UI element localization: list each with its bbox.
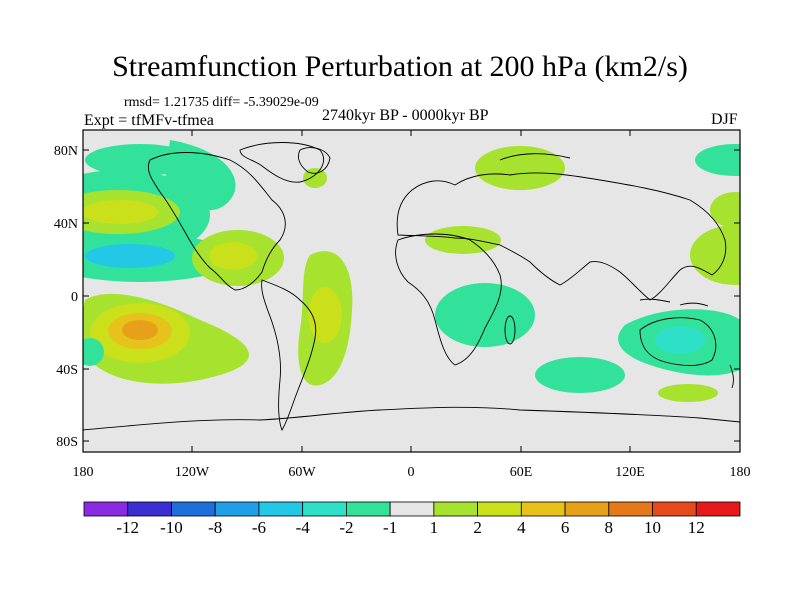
colorbar-swatch <box>433 501 478 517</box>
coastlines <box>83 142 740 432</box>
season-label: DJF <box>711 111 738 128</box>
period-line: 2740kyr BP - 0000kyr BP <box>322 107 489 124</box>
x-label-180w: 180 <box>73 465 94 480</box>
colorbar-swatch <box>520 501 566 517</box>
x-label-60e: 60E <box>510 465 533 480</box>
y-label-80s: 80S <box>56 435 78 450</box>
x-label-180e: 180 <box>730 465 751 480</box>
experiment-line: Expt = tfMFv-tfmea <box>84 112 214 129</box>
colorbar-label: -12 <box>116 518 139 537</box>
field-arctic-east-neg <box>695 144 740 176</box>
colorbar-swatch <box>214 501 260 517</box>
colorbar-label: 2 <box>473 518 482 537</box>
colorbar-label: -2 <box>339 518 353 537</box>
colorbar-swatch <box>564 501 610 517</box>
y-label-eq: 0 <box>71 290 78 305</box>
field-subtrop-core <box>85 244 175 268</box>
field-arctic-pos <box>475 146 565 190</box>
colorbar-swatch <box>171 501 216 517</box>
field-australia-core <box>655 326 705 354</box>
field-nafrica-pos <box>425 226 501 254</box>
colorbar-swatch <box>83 501 129 517</box>
colorbar-label: 10 <box>644 518 661 537</box>
colorbar-label: 8 <box>605 518 614 537</box>
field-greenland-pos <box>303 168 327 188</box>
anomaly-fields <box>83 140 740 402</box>
x-ticks <box>82 130 741 452</box>
field-npac-core <box>83 200 158 224</box>
y-label-40n: 40N <box>54 217 78 232</box>
colorbar-label: -8 <box>208 518 222 537</box>
colorbar-swatch <box>389 501 435 517</box>
colorbar-label: 12 <box>688 518 705 537</box>
field-westpac-pos <box>690 225 740 285</box>
field-sAus-pos <box>658 384 718 402</box>
colorbar-label: 6 <box>561 518 570 537</box>
colorbar-labels: -12 -10 -8 -6 -4 -2 -1 1 2 4 6 8 10 12 <box>116 518 704 537</box>
colorbar-swatch <box>608 501 653 517</box>
x-label-120w: 120W <box>175 465 210 480</box>
field-southern-neg <box>535 357 625 393</box>
field-indian-neg <box>435 283 535 347</box>
y-label-40s: 40S <box>56 363 78 378</box>
colorbar-label: 4 <box>517 518 526 537</box>
field-satl-core <box>308 287 342 343</box>
field-na-neg <box>165 140 236 211</box>
colorbar-swatch <box>127 501 172 517</box>
colorbar-swatch <box>345 501 391 517</box>
colorbar-label: -1 <box>383 518 397 537</box>
colorbar-swatch <box>302 501 347 517</box>
colorbar-label: 1 <box>430 518 439 537</box>
field-npac-east-pos <box>710 192 740 228</box>
x-label-120e: 120E <box>615 465 645 480</box>
field-camerica-core <box>209 242 257 270</box>
field-spac-west-neg <box>83 338 104 366</box>
colorbar-label: -4 <box>296 518 311 537</box>
colorbar <box>83 501 741 517</box>
stats-line: rmsd= 1.21735 diff= -5.39029e-09 <box>124 95 319 110</box>
colorbar-swatch <box>477 501 522 517</box>
colorbar-label: -6 <box>252 518 266 537</box>
field-spac-peak <box>122 320 158 340</box>
x-label-60w: 60W <box>288 465 316 480</box>
colorbar-swatch <box>652 501 697 517</box>
y-label-80n: 80N <box>54 144 78 159</box>
y-ticks <box>83 149 740 442</box>
x-label-0: 0 <box>408 465 415 480</box>
colorbar-swatch <box>258 501 304 517</box>
colorbar-swatch <box>695 501 741 517</box>
page-title: Streamfunction Perturbation at 200 hPa (… <box>112 50 688 83</box>
colorbar-label: -10 <box>160 518 183 537</box>
